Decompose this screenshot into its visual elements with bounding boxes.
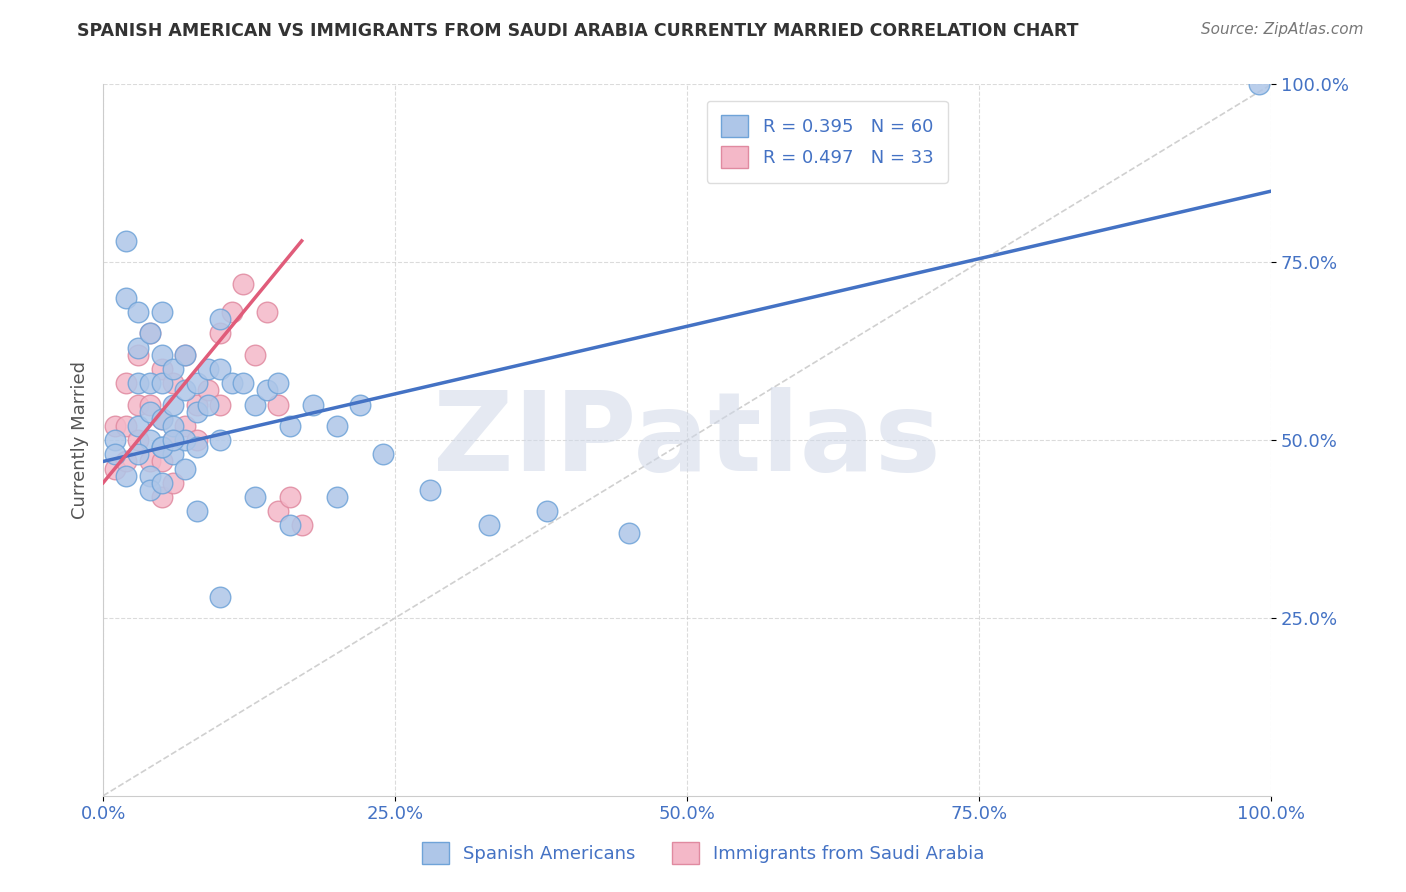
Point bbox=[104, 461, 127, 475]
Point bbox=[162, 418, 184, 433]
Point bbox=[208, 362, 231, 376]
Point bbox=[115, 454, 138, 468]
Point bbox=[127, 418, 149, 433]
Point bbox=[243, 398, 266, 412]
Legend: R = 0.395   N = 60, R = 0.497   N = 33: R = 0.395 N = 60, R = 0.497 N = 33 bbox=[707, 101, 948, 183]
Point bbox=[127, 398, 149, 412]
Y-axis label: Currently Married: Currently Married bbox=[72, 361, 89, 519]
Text: ZIPatlas: ZIPatlas bbox=[433, 386, 941, 493]
Point bbox=[115, 234, 138, 248]
Point bbox=[162, 433, 184, 447]
Point bbox=[221, 305, 243, 319]
Point bbox=[139, 398, 162, 412]
Point bbox=[419, 483, 441, 497]
Point bbox=[536, 504, 558, 518]
Point bbox=[150, 411, 173, 425]
Point bbox=[477, 518, 499, 533]
Point bbox=[150, 411, 173, 425]
Point bbox=[243, 490, 266, 504]
Point bbox=[173, 348, 195, 362]
Point bbox=[150, 440, 173, 454]
Point bbox=[127, 376, 149, 391]
Point bbox=[127, 447, 149, 461]
Point bbox=[173, 433, 195, 447]
Point bbox=[162, 362, 184, 376]
Point bbox=[173, 418, 195, 433]
Point bbox=[197, 384, 219, 398]
Point bbox=[104, 433, 127, 447]
Point bbox=[278, 490, 301, 504]
Point bbox=[139, 454, 162, 468]
Point bbox=[139, 326, 162, 341]
Point bbox=[162, 475, 184, 490]
Point bbox=[150, 475, 173, 490]
Point bbox=[139, 468, 162, 483]
Point bbox=[208, 398, 231, 412]
Point bbox=[115, 291, 138, 305]
Point bbox=[186, 404, 208, 418]
Point bbox=[232, 277, 254, 291]
Point bbox=[127, 348, 149, 362]
Point bbox=[150, 454, 173, 468]
Point bbox=[150, 348, 173, 362]
Point bbox=[291, 518, 314, 533]
Point bbox=[232, 376, 254, 391]
Point bbox=[325, 490, 347, 504]
Point bbox=[221, 376, 243, 391]
Point bbox=[617, 525, 640, 540]
Point bbox=[150, 362, 173, 376]
Point bbox=[278, 418, 301, 433]
Point bbox=[150, 490, 173, 504]
Point bbox=[139, 404, 162, 418]
Point bbox=[243, 348, 266, 362]
Point bbox=[1249, 78, 1271, 92]
Point bbox=[162, 447, 184, 461]
Point bbox=[162, 433, 184, 447]
Point bbox=[104, 447, 127, 461]
Point bbox=[127, 341, 149, 355]
Point bbox=[150, 440, 173, 454]
Point bbox=[256, 384, 278, 398]
Point bbox=[127, 433, 149, 447]
Point bbox=[325, 418, 347, 433]
Point bbox=[302, 398, 325, 412]
Point bbox=[173, 461, 195, 475]
Point bbox=[127, 305, 149, 319]
Point bbox=[139, 483, 162, 497]
Point bbox=[186, 504, 208, 518]
Point bbox=[267, 504, 290, 518]
Point bbox=[267, 376, 290, 391]
Point bbox=[278, 518, 301, 533]
Point bbox=[139, 433, 162, 447]
Point bbox=[104, 418, 127, 433]
Point bbox=[208, 590, 231, 604]
Point bbox=[173, 348, 195, 362]
Point bbox=[139, 376, 162, 391]
Text: SPANISH AMERICAN VS IMMIGRANTS FROM SAUDI ARABIA CURRENTLY MARRIED CORRELATION C: SPANISH AMERICAN VS IMMIGRANTS FROM SAUD… bbox=[77, 22, 1078, 40]
Point bbox=[139, 326, 162, 341]
Point bbox=[373, 447, 395, 461]
Point bbox=[197, 362, 219, 376]
Point bbox=[115, 468, 138, 483]
Point bbox=[115, 376, 138, 391]
Point bbox=[197, 398, 219, 412]
Point bbox=[267, 398, 290, 412]
Point bbox=[150, 305, 173, 319]
Point bbox=[208, 326, 231, 341]
Point bbox=[173, 384, 195, 398]
Point bbox=[186, 376, 208, 391]
Point bbox=[256, 305, 278, 319]
Point bbox=[208, 433, 231, 447]
Point bbox=[162, 376, 184, 391]
Point bbox=[186, 433, 208, 447]
Point bbox=[162, 398, 184, 412]
Text: Source: ZipAtlas.com: Source: ZipAtlas.com bbox=[1201, 22, 1364, 37]
Point bbox=[349, 398, 371, 412]
Point bbox=[208, 312, 231, 326]
Point bbox=[115, 418, 138, 433]
Point bbox=[186, 440, 208, 454]
Point bbox=[150, 376, 173, 391]
Legend: Spanish Americans, Immigrants from Saudi Arabia: Spanish Americans, Immigrants from Saudi… bbox=[408, 828, 998, 879]
Point bbox=[186, 398, 208, 412]
